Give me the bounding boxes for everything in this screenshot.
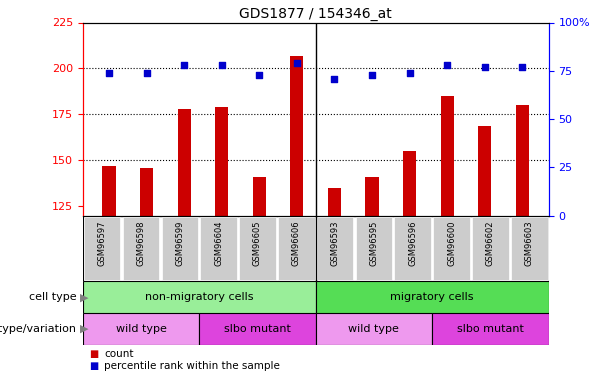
Point bbox=[480, 64, 490, 70]
Text: ■: ■ bbox=[89, 349, 98, 359]
Point bbox=[179, 62, 189, 68]
Text: GSM96595: GSM96595 bbox=[370, 220, 378, 266]
Point bbox=[443, 62, 452, 68]
Text: slbo mutant: slbo mutant bbox=[224, 324, 291, 334]
Point bbox=[367, 72, 377, 78]
Bar bbox=[83, 313, 199, 345]
Bar bbox=[395, 217, 431, 280]
Text: GSM96596: GSM96596 bbox=[408, 220, 417, 266]
Bar bbox=[123, 217, 159, 280]
Text: GSM96604: GSM96604 bbox=[214, 220, 223, 266]
Text: GSM96606: GSM96606 bbox=[292, 220, 301, 266]
Text: slbo mutant: slbo mutant bbox=[457, 324, 524, 334]
Text: GSM96598: GSM96598 bbox=[137, 220, 145, 266]
Bar bbox=[441, 96, 454, 216]
Text: ▶: ▶ bbox=[80, 324, 88, 334]
Text: percentile rank within the sample: percentile rank within the sample bbox=[104, 361, 280, 371]
Text: count: count bbox=[104, 349, 134, 359]
Bar bbox=[84, 217, 120, 280]
Bar bbox=[316, 313, 432, 345]
Point bbox=[405, 70, 414, 76]
Bar bbox=[511, 217, 547, 280]
Point bbox=[142, 70, 151, 76]
Bar bbox=[178, 109, 191, 216]
Text: ■: ■ bbox=[89, 361, 98, 371]
Bar bbox=[291, 56, 303, 216]
Bar bbox=[478, 126, 492, 216]
Bar bbox=[253, 177, 266, 216]
Text: wild type: wild type bbox=[116, 324, 166, 334]
Point bbox=[254, 72, 264, 78]
Bar bbox=[162, 217, 198, 280]
Text: cell type: cell type bbox=[29, 292, 77, 302]
Bar bbox=[472, 217, 509, 280]
Bar bbox=[328, 188, 341, 216]
Text: GSM96593: GSM96593 bbox=[330, 220, 340, 266]
Point bbox=[330, 75, 340, 81]
Point bbox=[292, 60, 302, 66]
Bar bbox=[200, 217, 237, 280]
Bar bbox=[516, 105, 529, 216]
Bar bbox=[83, 281, 316, 313]
Text: ▶: ▶ bbox=[80, 292, 88, 302]
Text: genotype/variation: genotype/variation bbox=[0, 324, 77, 334]
Text: GSM96605: GSM96605 bbox=[253, 220, 262, 266]
Bar bbox=[403, 151, 416, 216]
Text: GSM96597: GSM96597 bbox=[97, 220, 107, 266]
Text: GSM96599: GSM96599 bbox=[175, 220, 185, 266]
Text: wild type: wild type bbox=[349, 324, 399, 334]
Text: GSM96600: GSM96600 bbox=[447, 220, 456, 266]
Bar bbox=[365, 177, 379, 216]
Bar bbox=[278, 217, 314, 280]
Bar bbox=[356, 217, 392, 280]
Bar bbox=[102, 166, 116, 216]
Text: migratory cells: migratory cells bbox=[390, 292, 474, 302]
Text: GSM96602: GSM96602 bbox=[486, 220, 495, 266]
Bar bbox=[432, 313, 549, 345]
Bar bbox=[433, 217, 470, 280]
Title: GDS1877 / 154346_at: GDS1877 / 154346_at bbox=[239, 8, 392, 21]
Bar bbox=[199, 313, 316, 345]
Bar bbox=[239, 217, 276, 280]
Bar bbox=[215, 107, 229, 216]
Bar bbox=[140, 168, 153, 216]
Point bbox=[217, 62, 227, 68]
Text: GSM96603: GSM96603 bbox=[525, 220, 534, 266]
Bar bbox=[316, 281, 549, 313]
Bar bbox=[317, 217, 353, 280]
Point bbox=[104, 70, 114, 76]
Text: non-migratory cells: non-migratory cells bbox=[145, 292, 253, 302]
Point bbox=[517, 64, 527, 70]
